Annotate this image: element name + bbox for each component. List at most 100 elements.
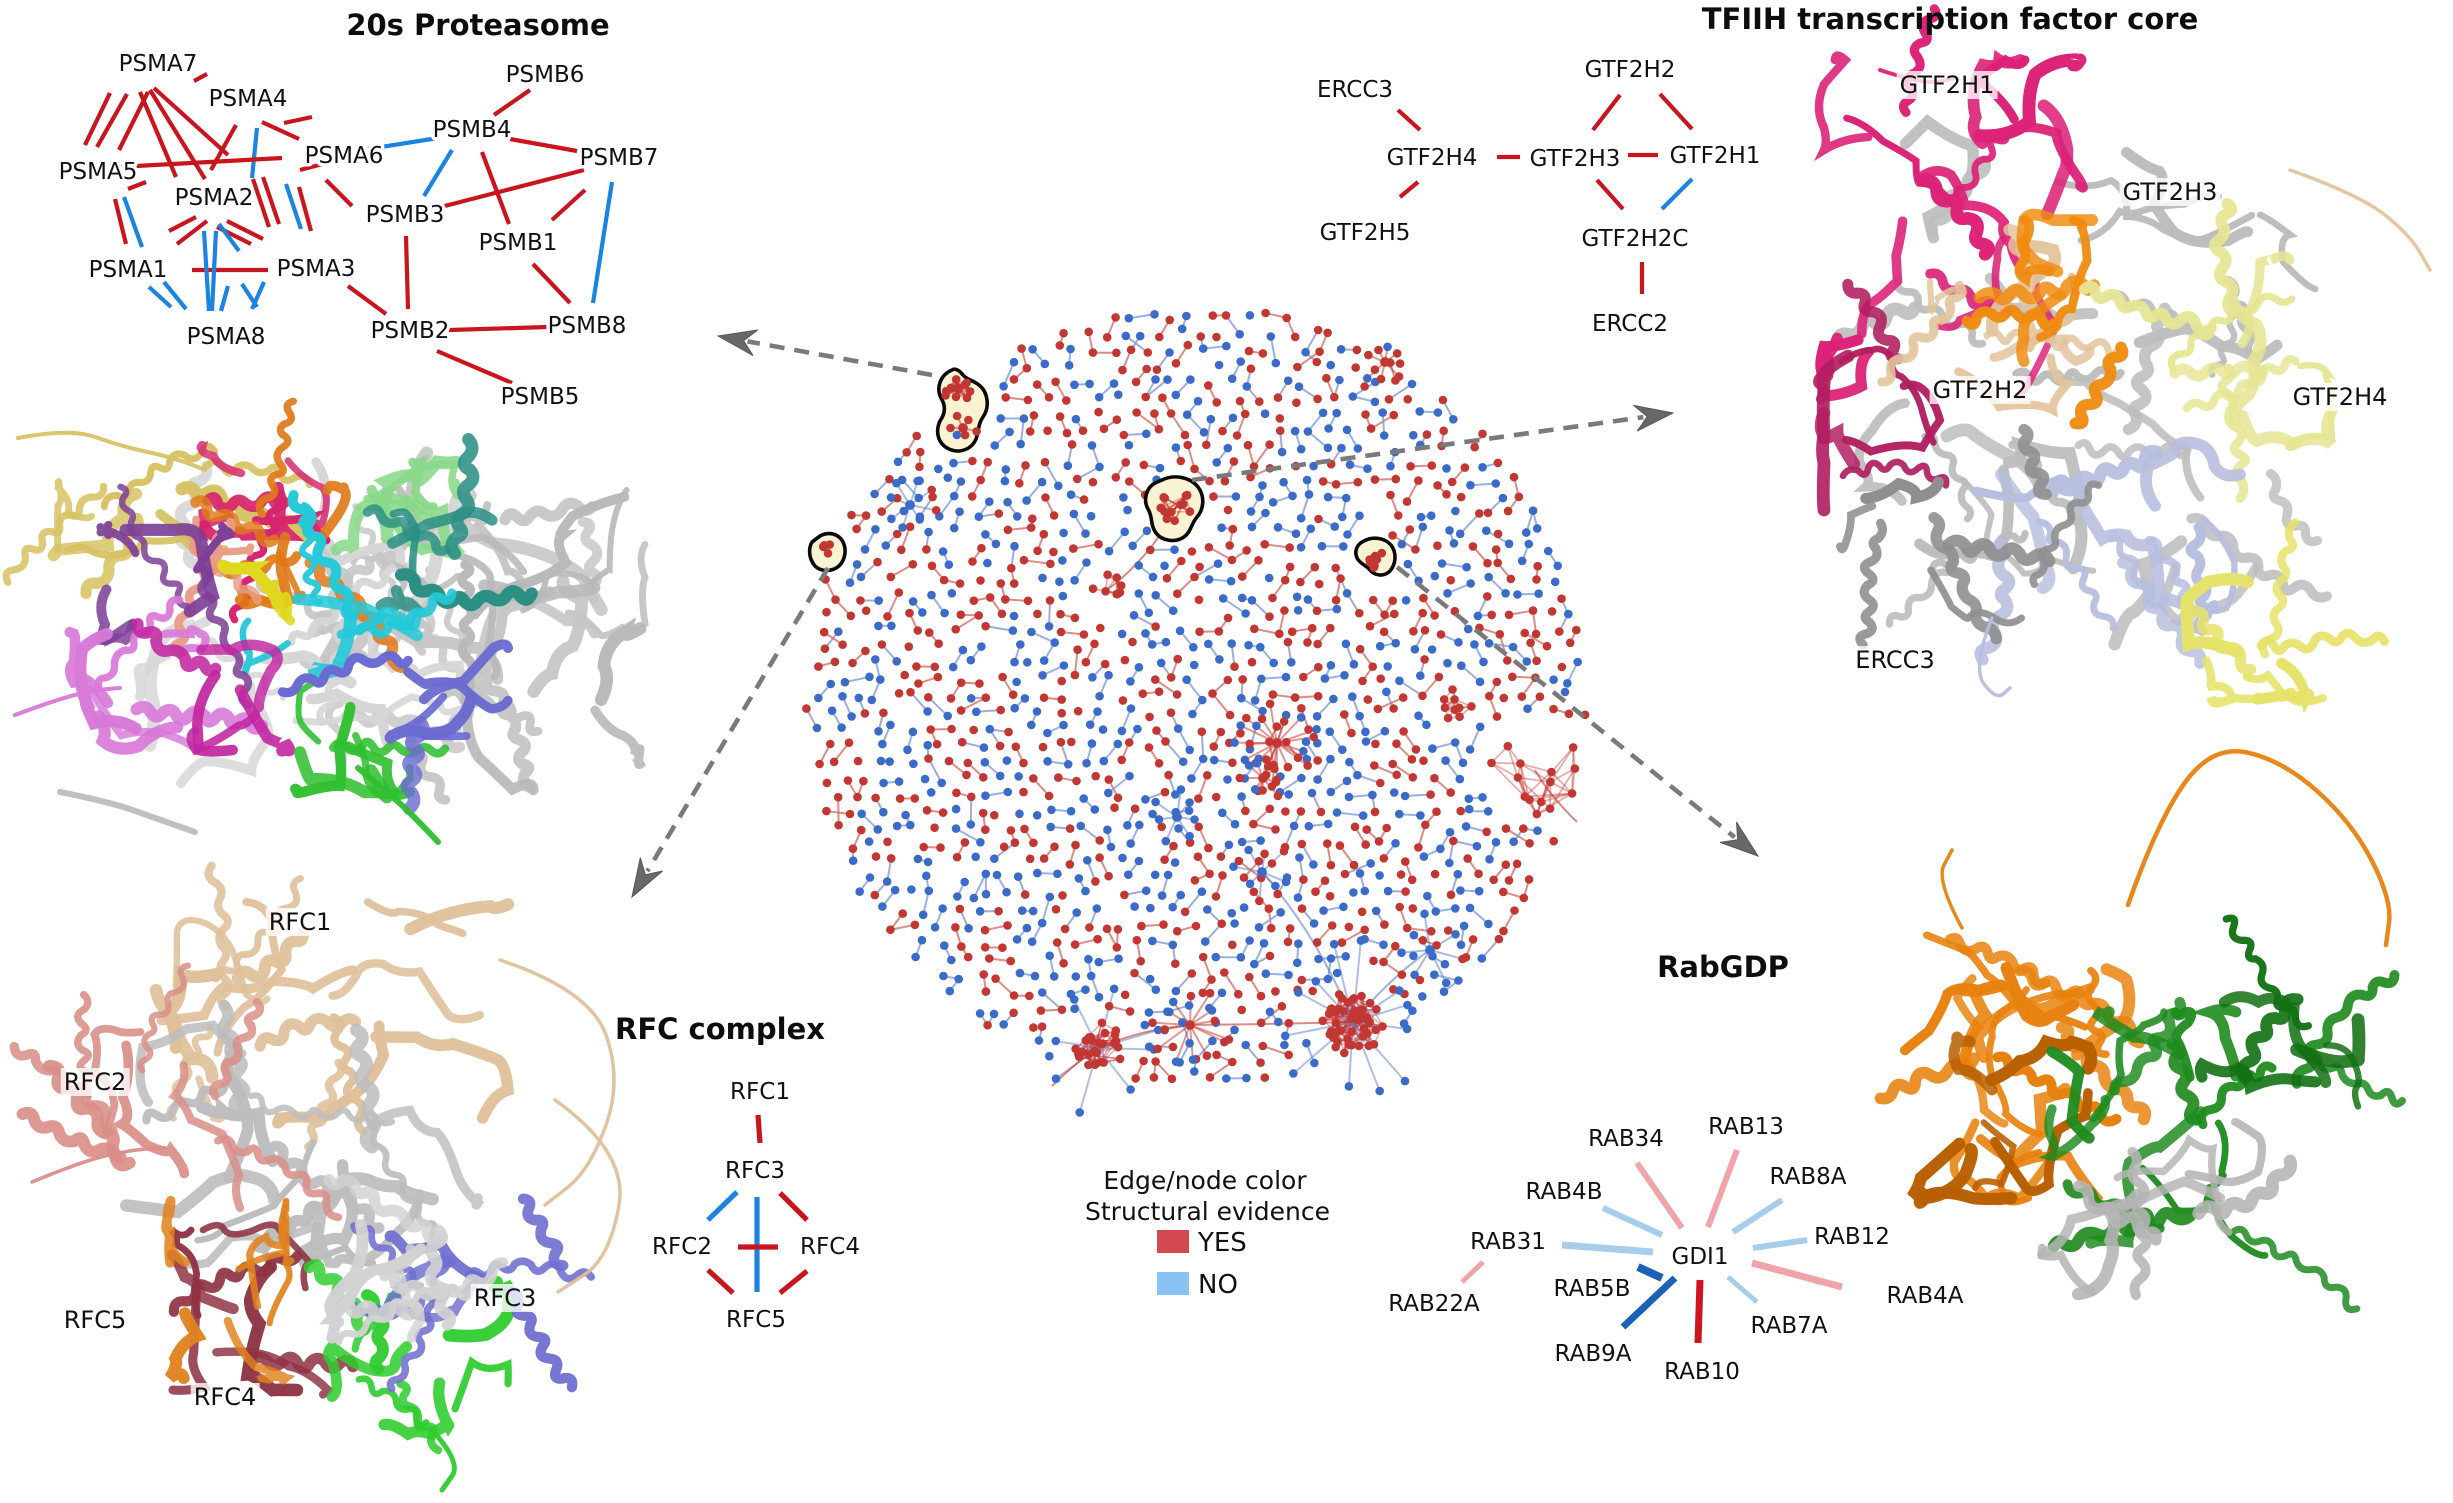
network-node (1365, 998, 1375, 1008)
network-node (892, 478, 901, 488)
network-node (916, 447, 925, 457)
network-node (1084, 1033, 1094, 1042)
ribbon-stroke (396, 1379, 443, 1455)
network-node (1221, 311, 1231, 320)
network-node (1355, 644, 1365, 654)
network-node (1171, 1057, 1181, 1066)
network-edge (1258, 911, 1282, 929)
network-node (1259, 939, 1269, 948)
network-node (1323, 974, 1333, 984)
network-node (960, 430, 970, 440)
network-node (956, 678, 966, 687)
network-node (892, 529, 902, 539)
network-node (1446, 575, 1456, 585)
ribbon-stroke (196, 440, 246, 478)
ribbon-stroke (2017, 423, 2052, 500)
network-node (951, 625, 960, 634)
network-node (980, 925, 990, 935)
network-node (814, 662, 823, 671)
network-node (1411, 745, 1421, 754)
network-node (908, 727, 918, 737)
ribbon-stroke (266, 1198, 295, 1327)
network-node (1400, 1076, 1410, 1086)
network-node (1516, 759, 1525, 768)
network-node (1277, 447, 1287, 457)
network-node (1430, 571, 1440, 581)
ribbon-stroke (1843, 114, 1956, 208)
network-node (1187, 969, 1197, 978)
network-node (922, 545, 931, 554)
network-node (930, 923, 940, 932)
network-node (1314, 954, 1323, 964)
network-node (830, 657, 840, 667)
network-node (981, 621, 990, 631)
network-node (1141, 629, 1150, 638)
network-node (1482, 526, 1491, 535)
ribbon-stroke (247, 1092, 395, 1127)
network-edge (1297, 991, 1354, 1023)
network-node (924, 693, 933, 702)
complex-network-node-label: GTF2H3 (1530, 146, 1621, 172)
network-node (1084, 1060, 1093, 1070)
network-node (1098, 725, 1108, 734)
network-node (1216, 727, 1226, 737)
network-node (1336, 574, 1345, 583)
network-node (1125, 477, 1134, 486)
network-node (1050, 842, 1059, 851)
network-node (972, 427, 981, 436)
network-node (1124, 440, 1134, 450)
network-edge (1154, 678, 1178, 696)
network-node (907, 885, 916, 894)
network-node (1247, 522, 1257, 532)
network-node (1028, 345, 1037, 354)
network-node (1059, 328, 1068, 338)
network-node (1361, 737, 1371, 746)
network-node (979, 970, 988, 979)
complex-network-edge (550, 188, 587, 222)
network-node (938, 808, 948, 817)
network-node (1549, 704, 1558, 714)
network-node (934, 464, 943, 474)
network-node (1160, 561, 1169, 571)
network-node (826, 679, 836, 689)
ribbon-stroke (234, 684, 296, 757)
network-node (1043, 757, 1052, 766)
network-node (879, 807, 888, 817)
network-edge (1107, 775, 1131, 794)
network-node (1162, 514, 1172, 524)
complex-network-edge (1705, 1148, 1740, 1229)
network-node (953, 892, 962, 901)
network-node (1126, 345, 1136, 355)
network-node (952, 852, 962, 862)
ribbon-stroke (1842, 278, 1904, 365)
ribbon-stroke (2014, 215, 2055, 288)
network-node (1028, 514, 1037, 523)
network-node (1065, 860, 1075, 869)
network-node (1555, 627, 1564, 636)
network-node (1170, 545, 1179, 554)
network-node (1348, 392, 1358, 401)
network-node (1409, 951, 1418, 961)
ribbon-stroke (2323, 1042, 2362, 1110)
network-node (819, 627, 829, 637)
rabgdp-structure-image (1874, 749, 2406, 1314)
network-node (1153, 1044, 1162, 1054)
network-node (1249, 887, 1259, 897)
network-node (1510, 906, 1519, 915)
network-node (848, 844, 858, 853)
network-node (943, 473, 953, 483)
network-node (1218, 426, 1227, 436)
network-node (1466, 579, 1475, 588)
network-node (1114, 954, 1123, 963)
network-node (1368, 595, 1378, 605)
complex-network-edge (147, 285, 173, 309)
ribbon-tail (498, 958, 616, 1207)
network-node (1304, 725, 1313, 734)
ribbon-stroke (2242, 669, 2327, 707)
network-node (1025, 854, 1035, 864)
ribbon-stroke (277, 650, 413, 698)
network-node (914, 679, 923, 688)
highlight-cluster-edges (822, 378, 1383, 569)
network-node (1299, 672, 1308, 682)
network-node (933, 672, 943, 682)
